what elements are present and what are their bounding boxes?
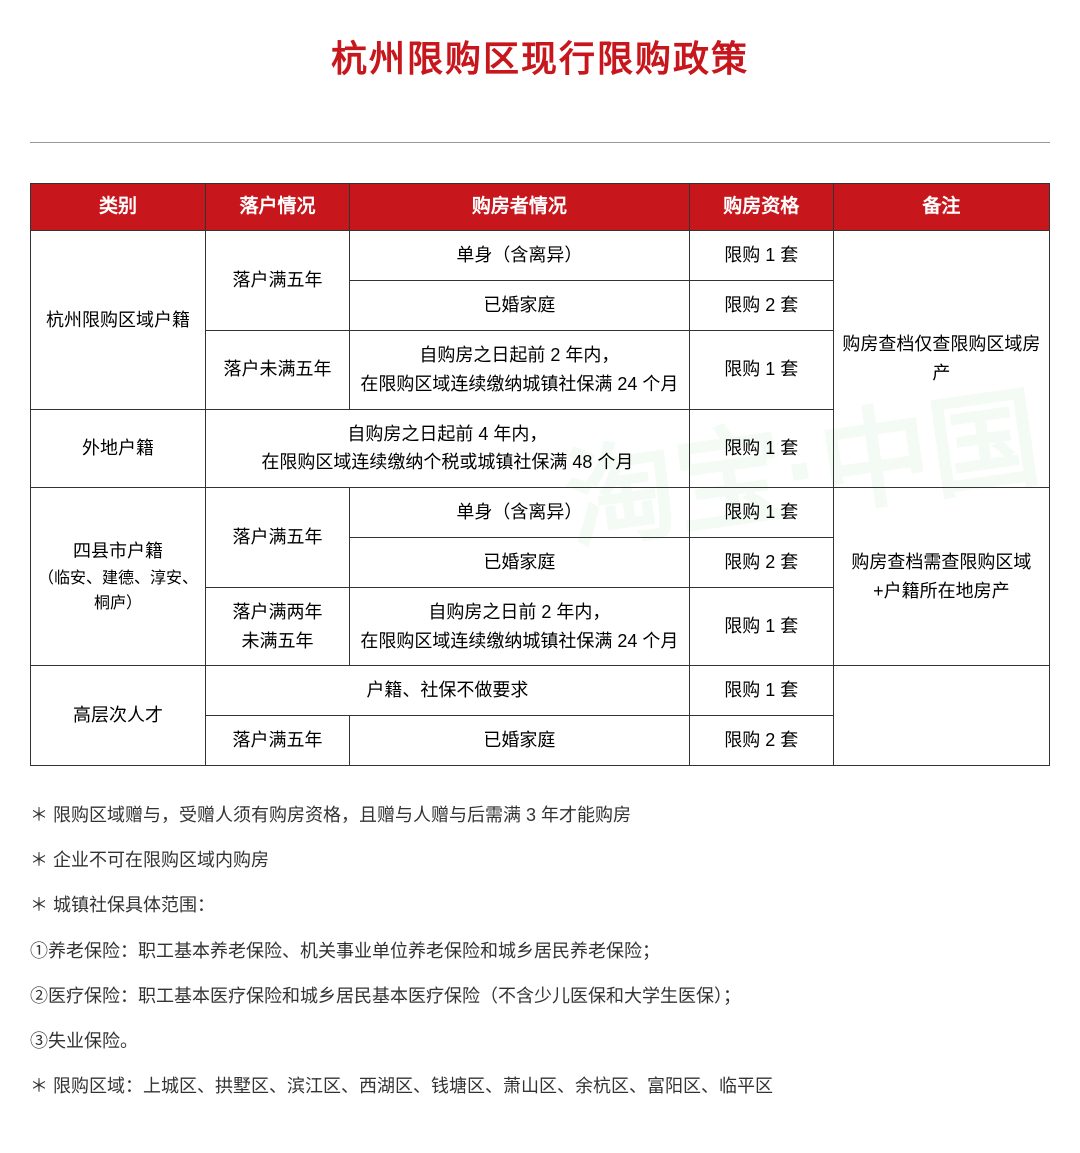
cell-settle: 落户满五年 [205, 488, 349, 588]
note-line: ＊ 城镇社保具体范围： [30, 884, 1050, 927]
page: 杭州限购区现行限购政策 类别 落户情况 购房者情况 购房资格 备注 杭州限购区域… [0, 0, 1080, 1130]
note-line: ③失业保险。 [30, 1020, 1050, 1063]
table-row: 高层次人才 户籍、社保不做要求 限购 1 套 [31, 666, 1050, 716]
cell-remark: 购房查档仅查限购区域房产 [833, 231, 1049, 488]
page-title: 杭州限购区现行限购政策 [30, 30, 1050, 82]
cell-buyer: 已婚家庭 [350, 716, 690, 766]
cell-buyer: 单身（含离异） [350, 488, 690, 538]
cell-qual: 限购 1 套 [689, 587, 833, 666]
cell-qual: 限购 1 套 [689, 409, 833, 488]
cell-buyer: 自购房之日起前 2 年内，在限购区域连续缴纳城镇社保满 24 个月 [350, 330, 690, 409]
cell-buyer: 已婚家庭 [350, 537, 690, 587]
note-line: ＊ 限购区域赠与，受赠人须有购房资格，且赠与人赠与后需满 3 年才能购房 [30, 794, 1050, 837]
cell-remark [833, 666, 1049, 766]
cell-qual: 限购 1 套 [689, 488, 833, 538]
cell-category: 四县市户籍 （临安、建德、淳安、桐庐） [31, 488, 206, 666]
cell-qual: 限购 2 套 [689, 716, 833, 766]
cell-buyer: 已婚家庭 [350, 281, 690, 331]
cell-buyer: 自购房之日前 2 年内，在限购区域连续缴纳城镇社保满 24 个月 [350, 587, 690, 666]
cell-category: 外地户籍 [31, 409, 206, 488]
cell-settle: 落户满五年 [205, 716, 349, 766]
table-row: 杭州限购区域户籍 落户满五年 单身（含离异） 限购 1 套 购房查档仅查限购区域… [31, 231, 1050, 281]
notes-block: ＊ 限购区域赠与，受赠人须有购房资格，且赠与人赠与后需满 3 年才能购房 ＊ 企… [30, 794, 1050, 1108]
cell-category-main: 四县市户籍 [73, 541, 163, 561]
note-line: ＊ 企业不可在限购区域内购房 [30, 839, 1050, 882]
cell-qual: 限购 2 套 [689, 281, 833, 331]
col-category: 类别 [31, 184, 206, 231]
divider [30, 142, 1050, 143]
note-line: ①养老保险：职工基本养老保险、机关事业单位养老保险和城乡居民养老保险； [30, 930, 1050, 973]
table-header-row: 类别 落户情况 购房者情况 购房资格 备注 [31, 184, 1050, 231]
cell-settle: 落户满五年 [205, 231, 349, 331]
cell-settle: 落户未满五年 [205, 330, 349, 409]
cell-settle: 落户满两年未满五年 [205, 587, 349, 666]
cell-category: 杭州限购区域户籍 [31, 231, 206, 409]
col-qual: 购房资格 [689, 184, 833, 231]
cell-buyer: 户籍、社保不做要求 [205, 666, 689, 716]
note-line: ②医疗保险：职工基本医疗保险和城乡居民基本医疗保险（不含少儿医保和大学生医保）； [30, 975, 1050, 1018]
cell-buyer: 单身（含离异） [350, 231, 690, 281]
cell-qual: 限购 1 套 [689, 231, 833, 281]
table-row: 四县市户籍 （临安、建德、淳安、桐庐） 落户满五年 单身（含离异） 限购 1 套… [31, 488, 1050, 538]
col-remark: 备注 [833, 184, 1049, 231]
cell-category: 高层次人才 [31, 666, 206, 766]
col-settle: 落户情况 [205, 184, 349, 231]
note-line: ＊ 限购区域：上城区、拱墅区、滨江区、西湖区、钱塘区、萧山区、余杭区、富阳区、临… [30, 1065, 1050, 1108]
cell-qual: 限购 1 套 [689, 330, 833, 409]
cell-qual: 限购 2 套 [689, 537, 833, 587]
col-buyer: 购房者情况 [350, 184, 690, 231]
cell-remark: 购房查档需查限购区域+户籍所在地房产 [833, 488, 1049, 666]
cell-qual: 限购 1 套 [689, 666, 833, 716]
policy-table: 类别 落户情况 购房者情况 购房资格 备注 杭州限购区域户籍 落户满五年 单身（… [30, 183, 1050, 766]
cell-category-sub: （临安、建德、淳安、桐庐） [37, 566, 199, 617]
cell-buyer: 自购房之日起前 4 年内，在限购区域连续缴纳个税或城镇社保满 48 个月 [205, 409, 689, 488]
